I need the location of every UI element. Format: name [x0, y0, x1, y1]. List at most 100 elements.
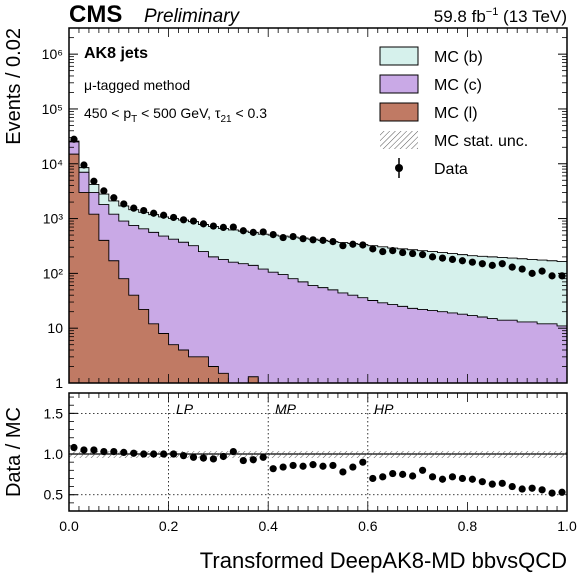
jets-label: AK8 jets [84, 45, 148, 62]
cut-middle: < 500 GeV, τ [137, 105, 221, 121]
y-tick-label: 10⁴ [41, 156, 63, 172]
ratio-point [438, 475, 447, 483]
data-point [70, 135, 78, 143]
ratio-point [389, 469, 397, 478]
data-point [120, 200, 128, 208]
y-tick-label: 10⁶ [42, 46, 63, 62]
ratio-point [508, 482, 516, 491]
ratio-point [179, 452, 188, 460]
data-point [548, 272, 556, 280]
legend-swatch-unc [380, 131, 418, 149]
ratio-point [229, 447, 237, 456]
lumi-energy: (13 TeV) [498, 7, 567, 26]
data-point [229, 223, 237, 231]
ratio-point [239, 456, 247, 465]
ratio-point [189, 453, 198, 461]
ratio-point [359, 458, 367, 466]
ratio-point [259, 453, 267, 461]
y-tick-label: 10⁵ [42, 101, 63, 117]
region-label-lp: LP [176, 401, 194, 417]
x-tick-label: 0.6 [358, 518, 378, 534]
kinematic-cut-label: 450 < pT < 500 GeV, τ21 < 0.3 [84, 105, 267, 125]
data-point [319, 236, 327, 244]
data-point [179, 216, 188, 224]
y-axis-title-ratio: Data / MC [3, 407, 25, 497]
legend-swatch-c [379, 74, 419, 94]
histogram-mcc [69, 141, 567, 383]
ratio-point [428, 473, 437, 481]
data-point [438, 254, 447, 262]
ratio-point [399, 470, 407, 478]
ratio-point [150, 450, 158, 458]
data-point [269, 231, 277, 239]
ratio-point [70, 443, 78, 452]
data-point [508, 263, 516, 271]
y-tick-label: 1 [55, 375, 63, 391]
x-axis-title: Transformed DeepAK8-MD bbvsQCD [200, 548, 567, 573]
ratio-point [369, 474, 377, 483]
ratio-point [160, 450, 168, 458]
ratio-point [279, 463, 287, 471]
data-point [279, 233, 287, 242]
data-point [100, 187, 108, 195]
legend-label-c: MC (c) [434, 77, 482, 94]
data-point [478, 260, 486, 268]
ratio-point [169, 450, 178, 458]
y-tick-label: 10³ [43, 211, 64, 227]
data-point [389, 247, 397, 255]
data-point [488, 261, 496, 269]
data-point [379, 247, 387, 256]
histogram-mcl [69, 153, 567, 383]
mc-stack [69, 140, 567, 383]
data-point [199, 220, 208, 228]
ratio-point [498, 479, 506, 487]
legend-label-unc: MC stat. unc. [434, 133, 528, 150]
data-point [329, 238, 337, 246]
x-tick-label: 0.2 [159, 518, 179, 534]
data-point [349, 240, 357, 248]
data-point [289, 232, 297, 241]
legend: MC (b) MC (c) MC (l) MC stat. unc. Data [379, 46, 528, 178]
lumi-value: 59.8 fb [434, 7, 486, 26]
ratio-point [518, 485, 526, 493]
region-label-mp: MP [275, 401, 297, 417]
data-point [468, 258, 476, 266]
main-axes: 1 10 10² 10³ 10⁴ 10⁵ 10⁶ [41, 27, 568, 391]
legend-data-marker [395, 164, 403, 172]
ratio-point [269, 465, 277, 473]
data-point [169, 213, 178, 222]
ratio-y-tick-label: 1.0 [44, 446, 64, 462]
ratio-point [309, 461, 317, 469]
ratio-point [249, 456, 257, 464]
ratio-point [219, 452, 227, 461]
data-point [428, 253, 437, 261]
data-point [249, 228, 257, 236]
legend-label-b: MC (b) [434, 49, 483, 66]
lumi-exponent: −1 [486, 6, 499, 18]
cut-suffix: < 0.3 [232, 105, 268, 121]
legend-swatch-l [379, 102, 419, 122]
data-point [189, 217, 198, 225]
data-point [409, 249, 417, 258]
ratio-point [319, 462, 327, 470]
data-point [130, 204, 138, 212]
data-point [518, 265, 526, 273]
lumi-label: 59.8 fb−1 (13 TeV) [434, 6, 567, 26]
x-tick-label: 1.0 [557, 518, 577, 534]
ratio-point [199, 454, 208, 462]
data-point [418, 251, 427, 259]
data-point [150, 209, 158, 217]
ratio-point [349, 463, 357, 471]
ratio-point [120, 448, 128, 457]
ratio-point [528, 484, 536, 492]
y-tick-label: 10² [43, 265, 64, 281]
ratio-point [339, 468, 347, 476]
ratio-point [90, 446, 98, 454]
data-point [209, 222, 218, 230]
data-point [140, 206, 148, 215]
data-point [359, 241, 367, 249]
ratio-point [548, 489, 556, 497]
data-point [528, 269, 536, 277]
ratio-point [538, 486, 546, 494]
